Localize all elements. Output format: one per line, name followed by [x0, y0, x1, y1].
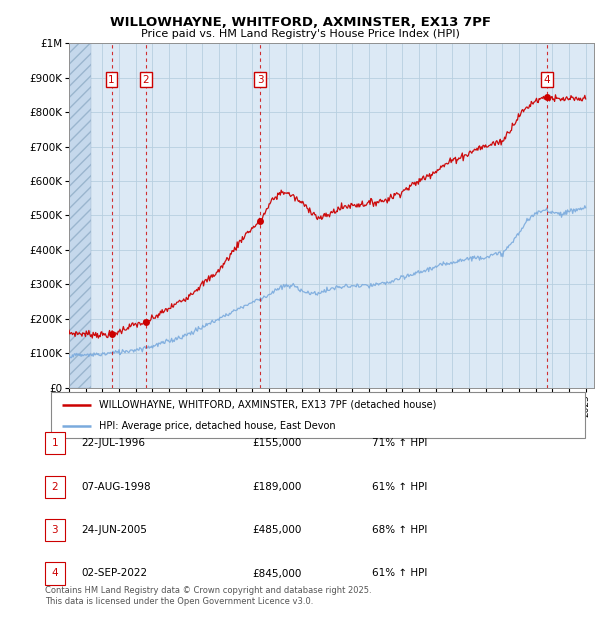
Text: HPI: Average price, detached house, East Devon: HPI: Average price, detached house, East… [99, 421, 335, 431]
Text: 3: 3 [52, 525, 58, 535]
Text: 68% ↑ HPI: 68% ↑ HPI [372, 525, 427, 535]
Bar [69, 43, 91, 388]
Text: 07-AUG-1998: 07-AUG-1998 [81, 482, 151, 492]
Text: £485,000: £485,000 [252, 525, 301, 535]
Text: 2: 2 [142, 74, 149, 84]
Text: 2: 2 [52, 482, 58, 492]
FancyBboxPatch shape [51, 392, 585, 438]
Text: 22-JUL-1996: 22-JUL-1996 [81, 438, 145, 448]
Text: 1: 1 [108, 74, 115, 84]
Text: Price paid vs. HM Land Registry's House Price Index (HPI): Price paid vs. HM Land Registry's House … [140, 29, 460, 39]
Text: 4: 4 [544, 74, 550, 84]
Text: £189,000: £189,000 [252, 482, 301, 492]
Text: £155,000: £155,000 [252, 438, 301, 448]
Text: £845,000: £845,000 [252, 569, 301, 578]
Bar [69, 43, 91, 388]
Text: 71% ↑ HPI: 71% ↑ HPI [372, 438, 427, 448]
Text: 3: 3 [257, 74, 263, 84]
Text: WILLOWHAYNE, WHITFORD, AXMINSTER, EX13 7PF (detached house): WILLOWHAYNE, WHITFORD, AXMINSTER, EX13 7… [99, 400, 436, 410]
Text: Contains HM Land Registry data © Crown copyright and database right 2025.
This d: Contains HM Land Registry data © Crown c… [45, 585, 371, 606]
Text: 61% ↑ HPI: 61% ↑ HPI [372, 482, 427, 492]
Text: 4: 4 [52, 569, 58, 578]
Text: WILLOWHAYNE, WHITFORD, AXMINSTER, EX13 7PF: WILLOWHAYNE, WHITFORD, AXMINSTER, EX13 7… [110, 16, 491, 29]
Text: 1: 1 [52, 438, 58, 448]
Text: 02-SEP-2022: 02-SEP-2022 [81, 569, 147, 578]
Text: 61% ↑ HPI: 61% ↑ HPI [372, 569, 427, 578]
Text: 24-JUN-2005: 24-JUN-2005 [81, 525, 147, 535]
